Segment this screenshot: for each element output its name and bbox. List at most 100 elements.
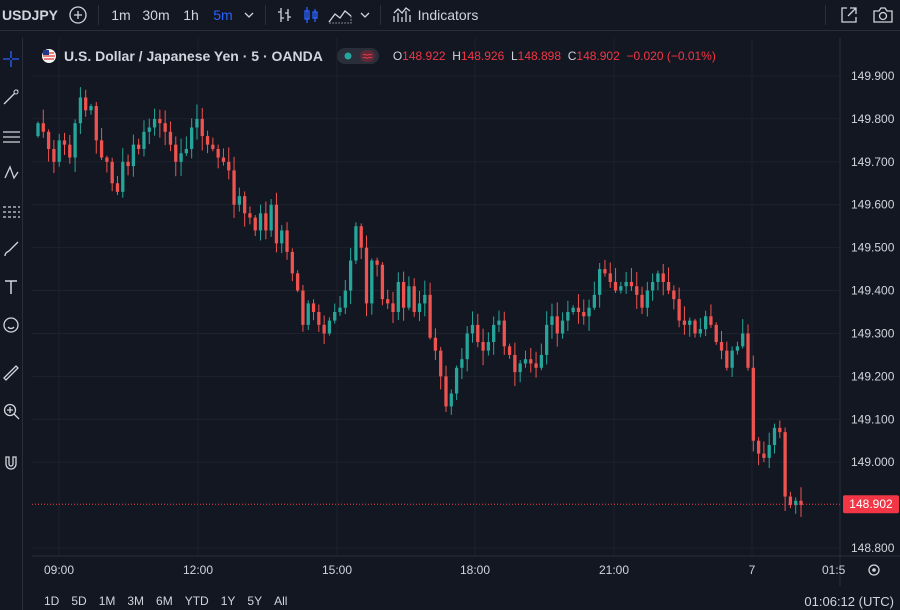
candles-style-button[interactable] xyxy=(298,0,324,30)
ohlc-values: O148.922 H148.926 L148.898 C148.902 −0.0… xyxy=(393,49,716,63)
candle-body xyxy=(78,97,83,124)
smiley-icon xyxy=(3,317,19,333)
candle-body xyxy=(121,161,125,192)
candle-body xyxy=(152,118,157,128)
price-tick-label: 149.700 xyxy=(851,155,895,169)
zoom-in-icon xyxy=(3,403,20,420)
candle-body xyxy=(248,213,252,218)
candle-body xyxy=(105,157,109,162)
candle-body xyxy=(783,432,787,497)
candle-body xyxy=(433,337,438,351)
candle-body xyxy=(412,286,416,312)
candle-body xyxy=(115,183,120,192)
interval-1h[interactable]: 1h xyxy=(175,0,207,30)
candle-body xyxy=(184,148,189,154)
brush-tool[interactable] xyxy=(0,238,22,260)
market-status-badge[interactable] xyxy=(336,48,379,64)
candle-body xyxy=(534,363,538,368)
candle-body xyxy=(587,307,591,317)
candle-body xyxy=(285,230,289,252)
camera-icon xyxy=(873,7,893,23)
interval-1m[interactable]: 1m xyxy=(105,0,137,30)
candles xyxy=(36,87,803,517)
crosshair-icon xyxy=(3,51,19,67)
candle-body xyxy=(746,333,750,368)
range-1d[interactable]: 1D xyxy=(44,594,60,608)
gear-icon-ring xyxy=(868,564,880,576)
candle-body xyxy=(635,286,639,295)
candle-body xyxy=(221,157,226,162)
candle-body xyxy=(470,324,475,334)
candle-body xyxy=(523,359,528,364)
range-3m[interactable]: 3M xyxy=(127,594,145,608)
candle-body xyxy=(693,320,697,334)
compare-button[interactable] xyxy=(64,0,92,30)
range-6m[interactable]: 6M xyxy=(156,594,173,608)
candle-body xyxy=(417,303,422,312)
bars-icon xyxy=(278,8,291,22)
candle-body xyxy=(545,324,549,355)
candle-body xyxy=(322,324,326,334)
interval-5m[interactable]: 5m xyxy=(207,0,239,30)
candle-body xyxy=(232,170,236,205)
interval-30m[interactable]: 30m xyxy=(137,0,175,30)
candle-body xyxy=(502,320,506,347)
candle-body xyxy=(751,367,755,441)
divider xyxy=(380,5,381,25)
candle-body xyxy=(460,359,464,368)
candle-body xyxy=(137,144,141,149)
range-1m[interactable]: 1M xyxy=(98,594,116,608)
candle-body xyxy=(550,316,554,325)
range-1y[interactable]: 1Y xyxy=(220,594,236,608)
add-symbol-icon xyxy=(69,6,87,24)
text-tool[interactable] xyxy=(0,276,22,298)
pattern-tool[interactable] xyxy=(0,162,22,184)
candle-body xyxy=(333,312,337,321)
range-5y[interactable]: 5Y xyxy=(247,594,263,608)
fib-tool[interactable] xyxy=(0,126,22,148)
candle-body xyxy=(661,273,665,282)
candle-body xyxy=(52,148,56,162)
snapshot-button[interactable] xyxy=(866,0,900,30)
symbol-search[interactable]: USDJPY xyxy=(0,0,64,30)
zoom-tool[interactable] xyxy=(0,400,22,422)
time-axis: 09:00 12:00 15:00 18:00 21:00 7 01:5 xyxy=(44,563,880,577)
range-all[interactable]: All xyxy=(274,594,288,608)
emoji-tool[interactable] xyxy=(0,314,22,336)
price-tick-label: 148.800 xyxy=(851,541,895,555)
candle-body xyxy=(714,324,718,343)
candle-body xyxy=(211,144,215,149)
pattern-icon xyxy=(4,165,19,180)
forecast-tool[interactable] xyxy=(0,200,22,222)
price-tick-label: 149.400 xyxy=(851,284,895,298)
price-tick-label: 149.200 xyxy=(851,369,895,383)
indicators-label: Indicators xyxy=(417,7,479,23)
area-chart-icon xyxy=(328,10,352,24)
area-style-button[interactable] xyxy=(324,0,356,30)
candle-body xyxy=(158,118,162,124)
range-5d[interactable]: 5D xyxy=(71,594,87,608)
chart-type-dropdown[interactable] xyxy=(356,0,374,30)
open-value: 148.922 xyxy=(402,49,446,63)
range-ytd[interactable]: YTD xyxy=(184,594,209,608)
magnet-tool[interactable] xyxy=(0,452,22,474)
indicators-button[interactable]: Indicators xyxy=(387,0,483,30)
time-tick-label: 01:5 xyxy=(822,563,846,577)
crosshair-tool[interactable] xyxy=(0,48,22,70)
time-tick-label: 15:00 xyxy=(322,563,352,577)
candle-body xyxy=(195,118,199,128)
utc-clock[interactable]: 01:06:12 (UTC) xyxy=(804,594,894,609)
fullscreen-button[interactable] xyxy=(832,0,866,30)
measure-tool[interactable] xyxy=(0,362,22,384)
bar-style-button[interactable] xyxy=(272,0,298,30)
candle-body xyxy=(174,144,178,162)
interval-dropdown[interactable] xyxy=(239,0,259,30)
price-tick-label: 149.800 xyxy=(851,112,895,126)
range-bar: 1D 5D 1M 3M 6M YTD 1Y 5Y All xyxy=(32,592,900,610)
candle-body xyxy=(529,359,533,364)
candle-body xyxy=(364,247,369,304)
trend-line-tool[interactable] xyxy=(0,86,22,108)
candle-body xyxy=(778,427,782,433)
candle-body xyxy=(756,440,761,454)
